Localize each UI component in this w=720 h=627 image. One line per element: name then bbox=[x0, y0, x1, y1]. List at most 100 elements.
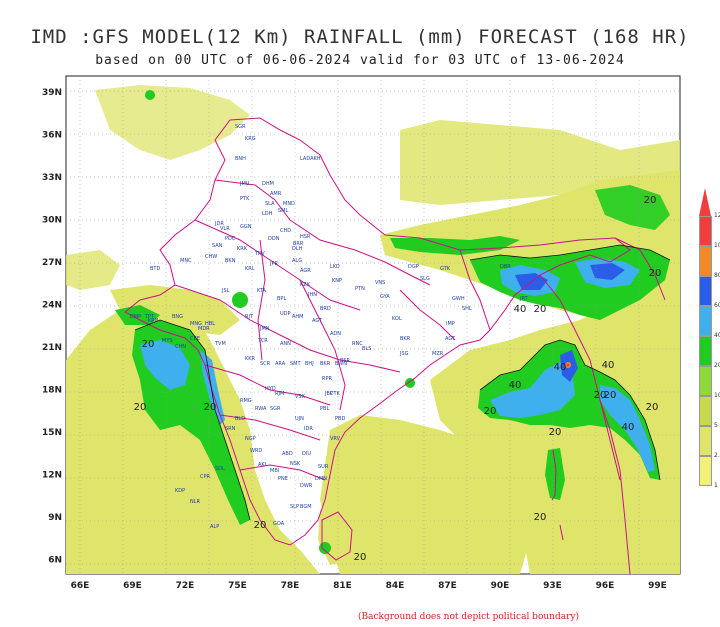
lon-tick-label: 66E bbox=[71, 581, 90, 591]
contour-label: 20 bbox=[644, 195, 657, 206]
station-label: PBL bbox=[320, 406, 329, 412]
contour-label: 20 bbox=[594, 390, 607, 401]
station-label: JPR bbox=[269, 261, 278, 267]
station-label: PDC bbox=[225, 236, 236, 242]
lon-tick-label: 72E bbox=[176, 581, 195, 591]
state-boundary bbox=[194, 219, 361, 311]
station-label: KRK bbox=[237, 246, 248, 252]
colorbar-max-arrow bbox=[699, 188, 711, 216]
station-label: PTK bbox=[240, 196, 250, 202]
station-label: HYD bbox=[265, 386, 276, 392]
rain-tibet bbox=[400, 120, 680, 205]
station-label: BKN bbox=[225, 258, 236, 264]
rain-cell-red bbox=[566, 363, 570, 367]
colorbar-segment bbox=[699, 426, 712, 456]
station-label: GOA bbox=[273, 521, 285, 527]
colorbar-segment bbox=[699, 456, 712, 486]
station-label: SUR bbox=[318, 464, 329, 470]
station-label: DGP bbox=[408, 264, 419, 270]
rain-arabian-blue bbox=[140, 340, 190, 390]
station-label: JRT bbox=[519, 296, 529, 302]
station-label: KDP bbox=[175, 488, 185, 494]
contour-label: 20 bbox=[142, 339, 155, 350]
lon-tick-label: 90E bbox=[491, 581, 510, 591]
colorbar: 1 2.5 5 10 20 40 60 80 100 120 bbox=[699, 186, 720, 489]
lon-tick-label: 84E bbox=[386, 581, 405, 591]
colorbar-level-label: 120 bbox=[714, 212, 720, 219]
station-label: AKL bbox=[258, 462, 268, 468]
station-label: MYS bbox=[162, 338, 173, 344]
state-boundary bbox=[299, 279, 346, 411]
andaman-islands bbox=[551, 449, 557, 501]
station-label: WRD bbox=[250, 448, 262, 454]
station-label: BLS bbox=[362, 346, 371, 352]
station-label: VLR bbox=[220, 226, 230, 232]
rain-bay-west bbox=[320, 415, 530, 574]
rain-ne-darkblue2 bbox=[590, 263, 625, 280]
station-label: TRV bbox=[254, 251, 265, 257]
state-boundary bbox=[204, 364, 331, 406]
station-label: KOL bbox=[392, 316, 402, 322]
station-label: BNH bbox=[235, 156, 246, 162]
lat-tick-label: 6N bbox=[48, 556, 62, 566]
station-label: MZR bbox=[432, 351, 444, 357]
political-boundaries bbox=[124, 117, 666, 574]
lon-tick-label: 75E bbox=[228, 581, 247, 591]
lat-tick-label: 24N bbox=[42, 301, 62, 311]
rain-cell-green bbox=[232, 292, 248, 308]
lon-tick-label: 93E bbox=[543, 581, 562, 591]
station-label: SLG bbox=[420, 276, 430, 282]
station-label: ALP bbox=[210, 524, 219, 530]
colorbar-level-label: 1 bbox=[714, 482, 718, 489]
station-label: KKR bbox=[245, 356, 256, 362]
station-label: HBL bbox=[205, 321, 215, 327]
contour-label: 40 bbox=[554, 362, 567, 373]
station-label: DMN bbox=[315, 476, 327, 482]
state-boundary bbox=[399, 289, 456, 341]
lon-tick-label: 78E bbox=[281, 581, 300, 591]
station-label: SMT bbox=[290, 361, 301, 367]
station-label: IDR bbox=[304, 426, 313, 432]
station-label: CPR bbox=[200, 474, 211, 480]
state-boundary bbox=[219, 414, 321, 441]
lat-tick-label: 36N bbox=[42, 131, 62, 141]
station-label: PNE bbox=[278, 476, 288, 482]
contour-label: 20 bbox=[484, 406, 497, 417]
station-label: JMN bbox=[259, 326, 270, 332]
contour-label: 40 bbox=[602, 360, 615, 371]
map-subtitle: based on 00 UTC of 06-06-2024 valid for … bbox=[95, 53, 625, 68]
nicobar-islands bbox=[559, 524, 564, 541]
colorbar-level-label: 100 bbox=[714, 242, 720, 249]
longitude-axis: 66E 69E 72E 75E 78E 81E 84E 87E 90E 93E 96E 99E bbox=[71, 581, 667, 591]
station-label: MND bbox=[283, 201, 295, 207]
station-label: MDR bbox=[198, 326, 210, 332]
station-label: SCR bbox=[260, 361, 271, 367]
station-label: RJM bbox=[275, 391, 284, 397]
colorbar-segment bbox=[699, 276, 712, 306]
colorbar-segment bbox=[699, 216, 712, 246]
colorbar-segment bbox=[699, 246, 712, 276]
station-label: UJN bbox=[295, 416, 304, 422]
map-grid bbox=[66, 76, 680, 574]
station-label: BSR bbox=[340, 358, 351, 364]
colorbar-level-label: 80 bbox=[714, 272, 720, 279]
rain-cell-green bbox=[319, 542, 331, 554]
state-boundary bbox=[459, 249, 491, 331]
rain-arabian-sea bbox=[66, 300, 320, 574]
station-label: TCR bbox=[257, 338, 268, 344]
station-label: CHD bbox=[280, 228, 291, 234]
station-label: LKO bbox=[330, 264, 340, 270]
rain-burma-blue bbox=[600, 385, 655, 472]
lon-tick-label: 99E bbox=[648, 581, 667, 591]
colorbar-level-label: 20 bbox=[714, 362, 720, 369]
station-label: VSK bbox=[295, 394, 306, 400]
colorbar-segment bbox=[699, 366, 712, 396]
station-label: RWA bbox=[255, 406, 267, 412]
station-label: RMG bbox=[240, 398, 252, 404]
station-label: BKR bbox=[400, 336, 411, 342]
station-label: DDN bbox=[268, 236, 280, 242]
rain-ne-strip bbox=[390, 236, 520, 255]
rain-bay-green bbox=[478, 340, 660, 480]
